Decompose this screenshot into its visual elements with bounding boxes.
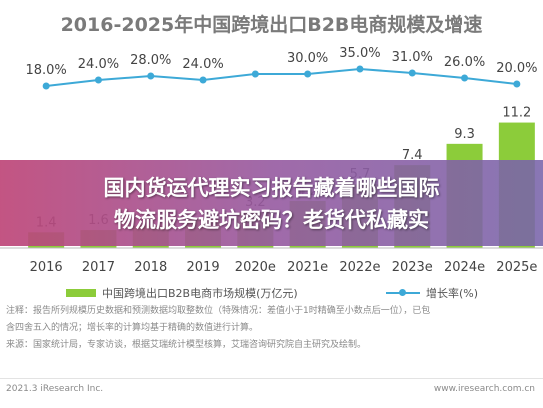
growth-rate-point (147, 72, 155, 80)
bar-value-label: 9.3 (454, 127, 475, 142)
growth-rate-point (42, 82, 50, 90)
note-line: 含四舍五入的情况；增长率的计算均基于精确的数值进行计算。 (6, 323, 259, 333)
x-tick-label: 2025e (496, 260, 537, 275)
growth-rate-label: 30.0% (287, 51, 328, 66)
x-tick-label: 2018 (134, 260, 167, 275)
chart-title: 2016-2025年中国跨境出口B2B电商规模及增速 (60, 14, 483, 36)
x-tick-label: 2017 (82, 260, 115, 275)
x-tick-label: 2020e (235, 260, 276, 275)
growth-rate-point (513, 80, 521, 88)
x-tick-label: 2019 (187, 260, 220, 275)
growth-rate-label: 28.0% (130, 53, 171, 68)
footer-divider (0, 378, 543, 379)
note-line: 注释：报告所列规模历史数据和预测数据均取整数位（特殊情况：差值小于1时精确至小数… (6, 306, 431, 316)
growth-rate-label: 20.0% (496, 61, 537, 76)
growth-rate-label: 26.0% (444, 55, 485, 70)
growth-rate-point (461, 74, 469, 82)
x-tick-label: 2021e (287, 260, 328, 275)
growth-rate-label: 35.0% (339, 46, 380, 61)
growth-rate-point (94, 76, 102, 84)
growth-rate-point (251, 70, 259, 78)
x-tick-label: 2023e (392, 260, 433, 275)
note-source: 来源：国家统计局，专家访谈，根据艾瑞统计模型核算，艾瑞咨询研究院自主研究及绘制。 (6, 340, 367, 350)
footer-copyright: 2021.3 iResearch Inc. (6, 384, 104, 394)
legend-line: 增长率(%) (386, 285, 478, 301)
footer-url: www.iresearch.com.cn (433, 384, 535, 394)
legend-line-swatch (386, 289, 420, 296)
headline-line-2: 物流服务避坑密码？老货代私藏实 (114, 208, 429, 232)
growth-rate-point (408, 69, 416, 77)
bar-value-label: 11.2 (502, 106, 531, 121)
growth-rate-line (46, 67, 517, 87)
headline-line-1: 国内货运代理实习报告藏着哪些国际 (103, 176, 440, 200)
growth-rate-point (199, 76, 207, 84)
legend-bar-swatch (66, 289, 96, 297)
legend-bar-label: 中国跨境出口B2B电商市场规模(万亿元) (102, 287, 298, 300)
legend-line-label: 增长率(%) (426, 287, 479, 300)
growth-rate-point (304, 70, 312, 78)
chart-notes: 注释：报告所列规模历史数据和预测数据均取整数位（特殊情况：差值小于1时精确至小数… (6, 303, 430, 354)
growth-rate-label: 31.0% (392, 50, 433, 65)
x-tick-label: 2022e (339, 260, 380, 275)
growth-rate-point (356, 65, 364, 73)
x-tick-label: 2024e (444, 260, 485, 275)
growth-rate-label: 18.0% (25, 63, 66, 78)
legend-bar: 中国跨境出口B2B电商市场规模(万亿元) (66, 285, 298, 301)
growth-rate-label: 24.0% (182, 57, 223, 72)
bar-value-label: 7.4 (402, 148, 423, 163)
x-tick-label: 2016 (30, 260, 63, 275)
headline-banner (0, 160, 543, 246)
growth-rate-label: 24.0% (78, 57, 119, 72)
